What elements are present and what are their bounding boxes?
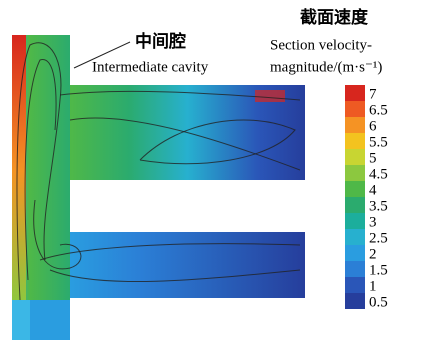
colorbar-tick-label: 6.5 <box>369 102 388 118</box>
colorbar-segment <box>345 229 365 245</box>
colorbar-segment <box>345 101 365 117</box>
colorbar-label: magnitude/(m·s⁻¹) <box>270 59 382 75</box>
colorbar-tick-label: 7 <box>369 86 377 102</box>
colorbar-segment <box>345 85 365 101</box>
hot-spot <box>255 90 285 102</box>
colorbar-segment <box>345 117 365 133</box>
colorbar-tick-label: 2 <box>369 246 377 262</box>
colorbar-tick-label: 4.5 <box>369 166 388 182</box>
colorbar-tick-label: 0.5 <box>369 294 388 310</box>
colorbar-tick-label: 1.5 <box>369 262 388 278</box>
colorbar-segment <box>345 293 365 309</box>
colorbar-tick-label: 5.5 <box>369 134 388 150</box>
colorbar-tick-label: 1 <box>369 278 377 294</box>
colorbar-segment <box>345 165 365 181</box>
colorbar: 76.565.554.543.532.521.510.5 <box>345 85 388 310</box>
colorbar-tick-label: 3 <box>369 214 377 230</box>
colorbar-title: 截面速度 <box>300 7 369 28</box>
colorbar-segment <box>345 133 365 149</box>
colorbar-segment <box>345 213 365 229</box>
colorbar-segment <box>345 277 365 293</box>
colorbar-tick-label: 5 <box>369 150 377 166</box>
figure: 中间腔 Intermediate cavity 截面速度 Section vel… <box>0 0 433 340</box>
colorbar-tick-label: 4 <box>369 182 377 198</box>
colorbar-segment <box>345 245 365 261</box>
colorbar-segment <box>345 261 365 277</box>
colorbar-tick-label: 2.5 <box>369 230 388 246</box>
flow-figure: 中间腔 Intermediate cavity 截面速度 Section vel… <box>0 0 433 340</box>
outlet-strip <box>12 300 30 340</box>
annotation-subtitle: Intermediate cavity <box>92 59 209 75</box>
colorbar-label: Section velocity- <box>270 37 372 53</box>
lower-arm <box>70 232 305 298</box>
colorbar-segment <box>345 197 365 213</box>
colorbar-segment <box>345 149 365 165</box>
colorbar-tick-label: 3.5 <box>369 198 388 214</box>
flow-domain <box>12 35 305 340</box>
colorbar-tick-label: 6 <box>369 118 377 134</box>
colorbar-segment <box>345 181 365 197</box>
annotation-title: 中间腔 <box>135 31 186 52</box>
outlet <box>30 300 70 340</box>
inlet-jet <box>12 35 26 305</box>
